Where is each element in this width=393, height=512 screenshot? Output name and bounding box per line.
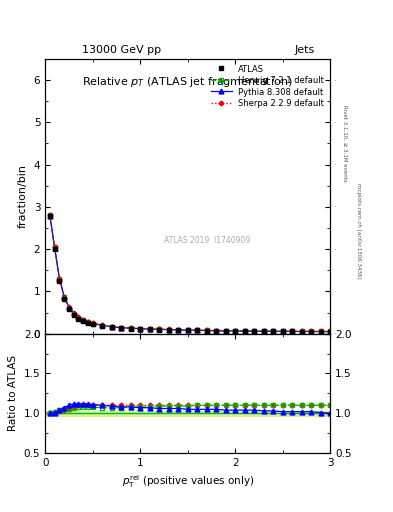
Text: ATLAS 2019  I1740909: ATLAS 2019 I1740909	[165, 236, 251, 245]
Text: Jets: Jets	[294, 45, 314, 55]
Text: 13000 GeV pp: 13000 GeV pp	[82, 45, 162, 55]
Text: Rivet 3.1.10, ≥ 3.1M events: Rivet 3.1.10, ≥ 3.1M events	[342, 105, 347, 182]
Y-axis label: Ratio to ATLAS: Ratio to ATLAS	[8, 355, 18, 432]
Text: Relative $p_T$ (ATLAS jet fragmentation): Relative $p_T$ (ATLAS jet fragmentation)	[83, 75, 293, 90]
Bar	[45, 411, 330, 416]
Legend: ATLAS, Herwig 7.2.1 default, Pythia 8.308 default, Sherpa 2.2.9 default: ATLAS, Herwig 7.2.1 default, Pythia 8.30…	[208, 61, 328, 112]
X-axis label: $p_{\rm T}^{\rm rel}$ (positive values only): $p_{\rm T}^{\rm rel}$ (positive values o…	[121, 474, 254, 490]
Y-axis label: fraction/bin: fraction/bin	[18, 164, 28, 228]
Text: mcplots.cern.ch [arXiv:1306.3436]: mcplots.cern.ch [arXiv:1306.3436]	[356, 183, 361, 278]
